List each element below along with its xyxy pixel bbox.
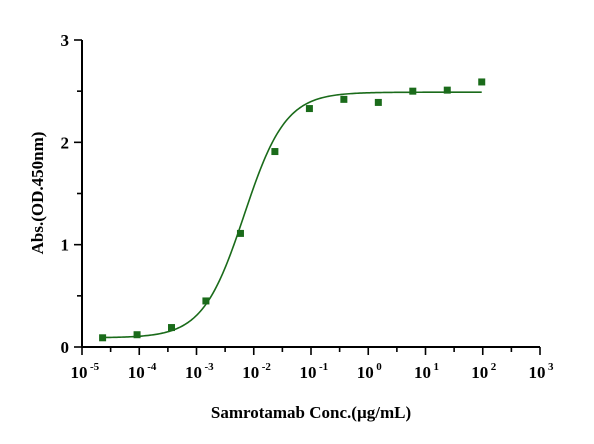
x-tick-label: 10 (471, 363, 488, 382)
x-tick-exponent: -3 (205, 361, 215, 373)
x-axis-title: Samrotamab Conc.(µg/mL) (211, 403, 411, 422)
x-tick-exponent: -5 (90, 361, 100, 373)
y-tick-label: 1 (61, 236, 70, 255)
data-point (374, 98, 382, 106)
data-point (99, 334, 107, 342)
x-tick-label: 10 (242, 363, 259, 382)
x-ticks: 10 -5 10 -4 10 -3 10 -2 10 -1 10 0 10 1 10 2 10 3 (71, 347, 554, 382)
fit-curve (102, 91, 482, 339)
data-point (133, 331, 141, 339)
axes (81, 40, 540, 348)
x-tick-exponent: -4 (147, 361, 157, 373)
y-tick-label: 2 (61, 133, 70, 152)
x-tick-exponent: -1 (319, 361, 328, 373)
data-points (99, 78, 486, 342)
data-point (340, 95, 348, 103)
data-point (409, 87, 417, 95)
data-point (271, 148, 279, 156)
y-tick-label: 3 (61, 31, 70, 50)
y-ticks: 0 1 2 3 (61, 31, 82, 357)
x-tick-label: 10 (414, 363, 431, 382)
x-tick-exponent: 1 (434, 361, 440, 373)
y-axis-title: Abs.(OD.450nm) (28, 132, 47, 255)
data-point (168, 324, 176, 332)
data-point (236, 229, 244, 237)
x-tick-label: 10 (357, 363, 374, 382)
x-tick-label: 10 (128, 363, 145, 382)
data-point (202, 297, 210, 305)
x-tick-label: 10 (300, 363, 317, 382)
x-tick-label: 10 (529, 363, 546, 382)
x-tick-label: 10 (71, 363, 88, 382)
data-point (443, 86, 451, 94)
x-tick-label: 10 (185, 363, 202, 382)
x-tick-exponent: 0 (376, 361, 382, 373)
data-point (305, 105, 313, 113)
x-tick-exponent: -2 (262, 361, 272, 373)
y-tick-label: 0 (61, 338, 70, 357)
data-point (478, 78, 486, 86)
x-tick-exponent: 3 (548, 361, 554, 373)
x-tick-exponent: 2 (491, 361, 497, 373)
